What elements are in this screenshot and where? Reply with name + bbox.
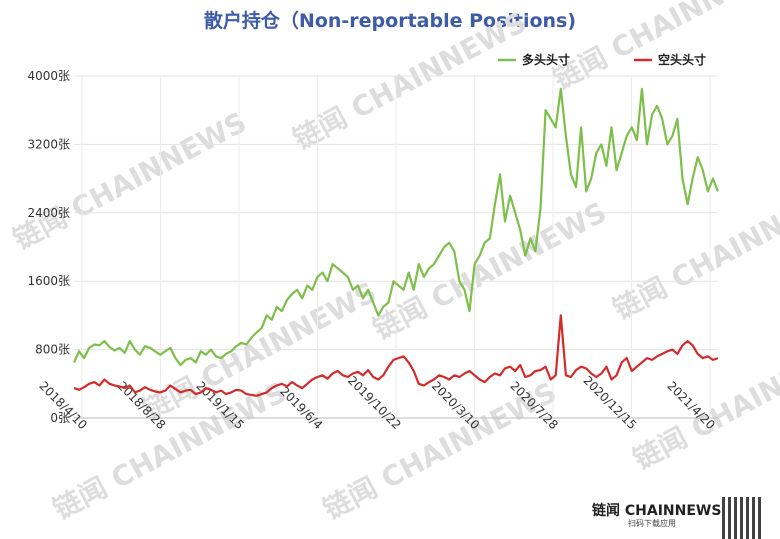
brand-tagline: 扫码下载应用: [628, 519, 676, 528]
x-axis-ticks: 2018/4/10 2018/8/28 2019/1/15 2019/6/4 2019/…: [36, 373, 717, 432]
y-tick-label: 800张: [35, 343, 70, 357]
series-line-long: [73, 87, 720, 367]
y-tick-label: 2400张: [27, 206, 70, 220]
brand-logo-text: 链闻 CHAINNEWS: [592, 503, 722, 519]
legend: 多头头寸 空头头寸: [498, 52, 706, 67]
qr-code-icon: [722, 497, 764, 539]
y-tick-label: 3200张: [27, 137, 70, 151]
watermark-text: 链闻 CHAINNEWS: [548, 0, 780, 96]
x-tick-label: 2019/10/22: [345, 373, 404, 432]
series-lines: [73, 87, 720, 397]
watermark-text: 链闻 CHAINNEWS: [368, 196, 612, 347]
y-tick-label: 0张: [50, 411, 70, 425]
series-line-short: [73, 314, 719, 397]
y-tick-label: 1600张: [27, 274, 70, 288]
y-axis-ticks: 0张 800张 1600张 2400张 3200张 4000张: [27, 69, 70, 425]
legend-label: 多头头寸: [522, 52, 570, 67]
watermark-text: 链闻 CHAINNEWS: [288, 6, 532, 157]
grid-lines: [74, 75, 718, 419]
chart-title: 散户持仓（Non-reportable Positions): [203, 10, 577, 32]
y-tick-label: 4000张: [27, 69, 70, 83]
x-tick-label: 2020/12/15: [580, 373, 639, 432]
watermark-text: 链闻 CHAINNEWS: [608, 176, 780, 327]
watermark-text: 链闻 CHAINNEWS: [8, 106, 252, 257]
legend-label: 空头头寸: [658, 52, 706, 67]
watermark-text: 链闻 CHAINNEWS: [628, 326, 780, 477]
